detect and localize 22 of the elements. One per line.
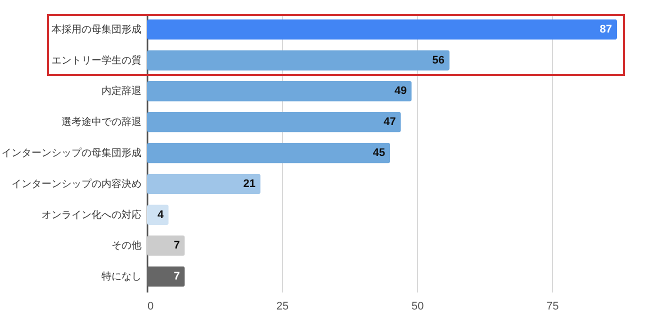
y-tick-label: エントリー学生の質: [52, 54, 142, 66]
data-label: 87: [600, 23, 612, 36]
data-label: 7: [174, 270, 180, 283]
data-label: 56: [432, 54, 445, 66]
x-tick-label: 75: [546, 300, 559, 312]
y-tick-label: インターンシップの母集団形成: [2, 147, 142, 159]
y-tick-label: 選考途中での辞退: [62, 116, 142, 128]
y-tick-label: 内定辞退: [102, 85, 142, 98]
x-tick-label: 50: [411, 300, 424, 312]
y-tick-label: インターンシップの内容決め: [12, 178, 142, 190]
x-tick-label: 25: [276, 300, 289, 312]
data-label: 45: [372, 147, 386, 159]
data-label: 47: [384, 116, 396, 128]
data-label: 4: [157, 208, 164, 221]
data-label: 21: [243, 178, 256, 190]
x-tick-label: 0: [148, 300, 154, 312]
y-tick-label: その他: [112, 240, 142, 252]
data-label: 49: [394, 85, 407, 98]
y-tick-label: 特になし: [102, 270, 142, 283]
y-tick-label: 本採用の母集団形成: [52, 23, 142, 36]
y-tick-label: オンライン化への対応: [42, 208, 142, 221]
data-label: 7: [174, 240, 180, 252]
